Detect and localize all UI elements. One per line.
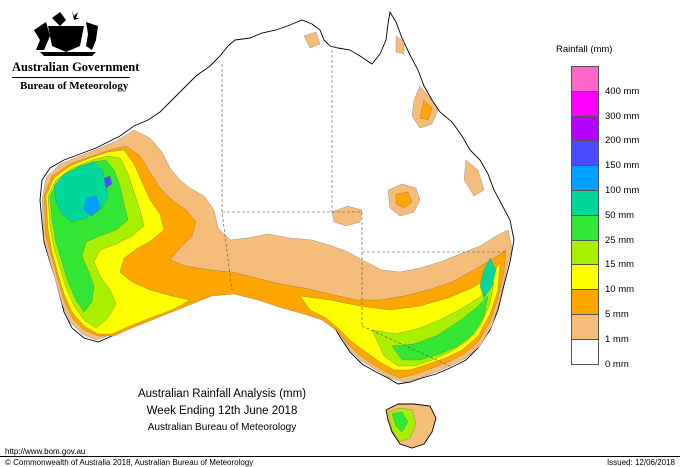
rainfall-zone-50mm <box>53 161 497 299</box>
rainfall-zone-100mm <box>83 195 101 217</box>
legend-label: 10 mm <box>605 284 635 296</box>
rainfall-shading <box>41 31 513 383</box>
legend-swatch <box>571 264 599 291</box>
legend-label: 15 mm <box>605 259 635 271</box>
tasmania-west-25mm <box>391 411 409 433</box>
agency-name: Bureau of Meteorology <box>20 80 129 92</box>
legend-swatch <box>571 189 599 216</box>
website-link[interactable]: http://www.bom.gov.au <box>5 447 86 456</box>
legend-label: 25 mm <box>605 234 635 246</box>
legend-swatch <box>571 115 599 142</box>
map-title: Australian Rainfall Analysis (mm) <box>137 388 307 400</box>
legend-label: 100 mm <box>605 185 640 196</box>
legend-swatch <box>571 239 599 266</box>
rainfall-qld-east <box>463 159 485 197</box>
state-borders <box>221 50 506 367</box>
rainfall-blob-border <box>331 205 363 227</box>
legend-swatch <box>571 165 599 191</box>
legend-swatch <box>571 289 599 315</box>
rainfall-zone-10mm <box>45 149 501 371</box>
legend-swatch <box>571 140 599 167</box>
legend-label: 50 mm <box>605 209 635 221</box>
legend-title: Rainfall (mm) <box>556 44 613 55</box>
government-name: Australian Government <box>12 60 140 74</box>
legend-swatch <box>571 313 599 340</box>
legend-color-bar <box>571 66 599 365</box>
legend-label: 150 mm <box>605 160 640 172</box>
issued-date: Issued: 12/06/2018 <box>606 458 675 467</box>
legend-label: 300 mm <box>605 110 640 122</box>
legend-label: 200 mm <box>605 135 640 147</box>
legend-swatch <box>571 66 599 92</box>
rainfall-nt-top <box>303 31 321 49</box>
legend-label: 0 mm <box>605 358 629 370</box>
map-source: Australian Bureau of Meteorology <box>147 422 297 433</box>
government-crest <box>34 10 98 56</box>
legend-label: 400 mm <box>605 85 640 97</box>
copyright-text: © Commonwealth of Australia 2018, Austra… <box>5 458 254 467</box>
rainfall-cape-york <box>395 35 405 55</box>
legend-swatch <box>571 338 599 365</box>
logo-divider <box>12 77 130 78</box>
map-period: Week Ending 12th June 2018 <box>146 405 298 417</box>
legend-label: 1 mm <box>605 333 629 345</box>
legend-swatch <box>571 214 599 241</box>
rainfall-zone-150mm <box>103 175 113 189</box>
rainfall-qld-coast-inner <box>419 99 433 121</box>
legend-swatch <box>571 90 599 117</box>
footer-divider <box>0 456 680 457</box>
rainfall-blob-central-inner <box>395 191 413 209</box>
legend-label: 5 mm <box>605 309 629 320</box>
